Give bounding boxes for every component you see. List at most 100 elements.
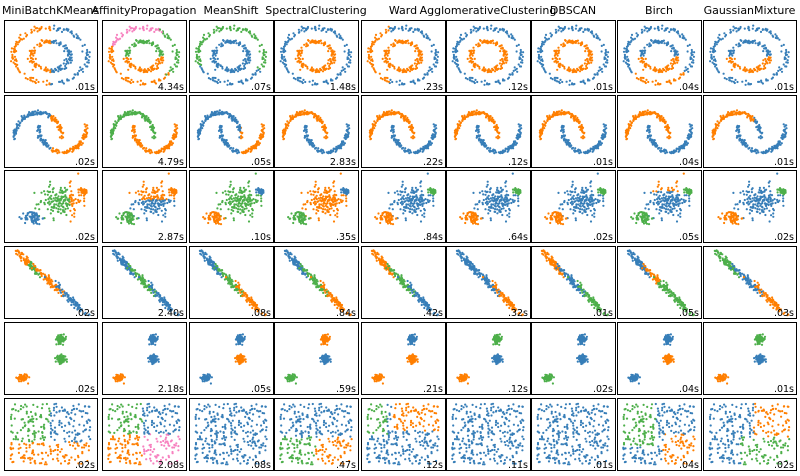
- data-point: [301, 49, 304, 52]
- panel-frame: [4, 20, 98, 93]
- data-point: [563, 137, 566, 141]
- data-point: [317, 69, 320, 72]
- data-point: [385, 57, 388, 60]
- data-point: [133, 42, 136, 45]
- data-point: [710, 55, 713, 58]
- data-point: [640, 79, 643, 82]
- data-point: [669, 28, 673, 31]
- data-point: [747, 82, 750, 85]
- data-point: [17, 120, 20, 123]
- data-point: [397, 27, 400, 30]
- data-point: [490, 24, 493, 27]
- data-point: [383, 54, 386, 57]
- data-point: [645, 78, 648, 81]
- data-point: [369, 134, 372, 137]
- data-point: [88, 51, 91, 54]
- data-point: [133, 131, 136, 134]
- data-point: [331, 150, 334, 153]
- data-point: [639, 60, 642, 63]
- data-point: [601, 70, 604, 73]
- data-point: [225, 66, 228, 69]
- data-point: [153, 30, 156, 33]
- data-point: [385, 52, 388, 56]
- data-point: [44, 27, 47, 30]
- data-point: [406, 149, 409, 152]
- data-point: [591, 59, 594, 62]
- data-point: [122, 57, 125, 61]
- data-point: [715, 43, 718, 46]
- data-point: [129, 49, 132, 52]
- data-point: [374, 121, 378, 124]
- data-point: [628, 67, 631, 70]
- data-point: [420, 53, 423, 57]
- data-point: [145, 40, 148, 43]
- data-point: [676, 56, 680, 59]
- data-point: [506, 59, 509, 62]
- data-point: [345, 63, 348, 66]
- data-point: [436, 59, 439, 62]
- data-point: [14, 42, 17, 46]
- data-point: [39, 28, 42, 31]
- data-point: [667, 68, 671, 71]
- data-point: [126, 113, 129, 116]
- data-point: [154, 28, 157, 31]
- data-point: [328, 47, 331, 50]
- data-point: [503, 150, 506, 153]
- data-point: [249, 32, 252, 35]
- data-point: [370, 59, 373, 62]
- data-point: [320, 42, 323, 45]
- data-point: [402, 117, 405, 120]
- data-point: [724, 35, 727, 38]
- data-point: [480, 80, 483, 83]
- data-point: [19, 121, 22, 124]
- data-point: [57, 70, 60, 73]
- timing-label: .01s: [774, 82, 794, 93]
- data-point: [374, 70, 377, 73]
- data-point: [410, 123, 413, 127]
- data-point: [588, 52, 591, 55]
- data-point: [391, 135, 394, 138]
- timing-label: .22s: [423, 157, 443, 168]
- data-point: [115, 36, 118, 39]
- data-point: [333, 53, 336, 57]
- column-title-spectralclustering: SpectralClustering: [265, 4, 366, 17]
- data-point: [282, 134, 285, 137]
- data-point: [225, 27, 228, 30]
- panel-noisy_circles-affinitypropagation: 4.34s: [102, 20, 187, 93]
- data-point: [144, 150, 147, 153]
- data-point: [229, 69, 232, 72]
- data-point: [499, 44, 502, 48]
- data-point: [623, 47, 626, 50]
- data-point: [473, 63, 476, 66]
- data-point: [501, 62, 504, 66]
- data-point: [216, 63, 219, 66]
- data-point: [672, 78, 676, 81]
- data-point: [661, 24, 664, 27]
- data-point: [324, 64, 327, 67]
- data-point: [786, 59, 789, 62]
- data-point: [53, 24, 56, 27]
- data-point: [283, 48, 286, 51]
- data-point: [520, 127, 523, 130]
- data-point: [537, 55, 541, 58]
- data-point: [194, 50, 198, 53]
- data-point: [573, 150, 577, 153]
- data-point: [554, 76, 558, 79]
- data-point: [23, 116, 27, 119]
- data-point: [503, 52, 506, 55]
- data-point: [493, 66, 496, 69]
- data-point: [653, 27, 656, 30]
- data-point: [294, 115, 298, 118]
- data-point: [111, 59, 114, 62]
- data-point: [459, 39, 462, 43]
- data-point: [688, 43, 691, 47]
- data-point: [482, 66, 485, 69]
- data-point: [482, 27, 485, 30]
- data-point: [232, 41, 235, 45]
- data-point: [86, 124, 89, 127]
- data-point: [242, 59, 245, 62]
- data-point: [519, 134, 522, 138]
- data-point: [370, 132, 374, 135]
- data-point: [171, 134, 175, 137]
- data-point: [87, 59, 90, 62]
